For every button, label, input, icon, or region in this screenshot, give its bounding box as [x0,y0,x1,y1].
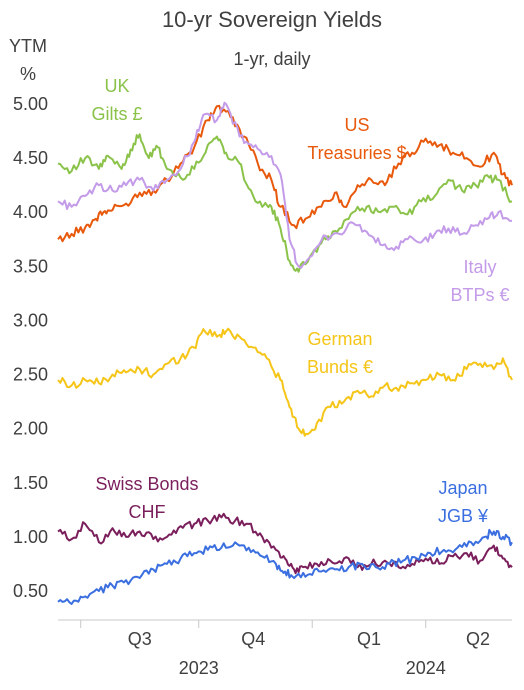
series-label-jgb: JGB ¥ [438,506,489,526]
series-line-ust [57,104,513,243]
series-label-bunds: Bunds € [307,357,373,377]
x-tick-label: Q2 [466,629,490,649]
series-label-btps: BTPs € [450,285,509,305]
y-tick-label: 4.00 [13,202,48,222]
series-label-ust: US [344,115,369,135]
y-tick-label: 2.50 [13,365,48,385]
x-tick-label: Q3 [128,629,152,649]
y-axis-label-line1: YTM [9,36,47,56]
series-label-swiss: CHF [129,502,166,522]
series-line-bunds [57,327,513,437]
series-label-gilts: Gilts £ [91,104,142,124]
series-label-btps: Italy [463,257,496,277]
series-line-btps [57,101,513,269]
series-line-swiss [57,512,513,575]
series-label-swiss: Swiss Bonds [95,474,198,494]
y-tick-label: 3.50 [13,256,48,276]
y-tick-label: 1.00 [13,527,48,547]
y-tick-label: 4.50 [13,148,48,168]
y-tick-label: 3.00 [13,310,48,330]
y-tick-label: 2.00 [13,419,48,439]
x-tick-label: Q4 [241,629,265,649]
series-line-jgb [57,528,513,605]
series-label-gilts: UK [104,76,129,96]
y-tick-label: 0.50 [13,581,48,601]
x-year-label: 2024 [406,658,446,678]
x-year-label: 2023 [179,658,219,678]
series-label-ust: Treasuries $ [307,143,406,163]
chart-title: 10-yr Sovereign Yields [162,7,382,32]
series-label-bunds: German [307,329,372,349]
y-tick-label: 1.50 [13,473,48,493]
series-label-jgb: Japan [438,478,487,498]
x-tick-label: Q1 [357,629,381,649]
chart-subtitle: 1-yr, daily [233,49,310,69]
y-tick-label: 5.00 [13,94,48,114]
y-axis-label-line2: % [20,64,36,84]
series-line-gilts [57,133,513,273]
